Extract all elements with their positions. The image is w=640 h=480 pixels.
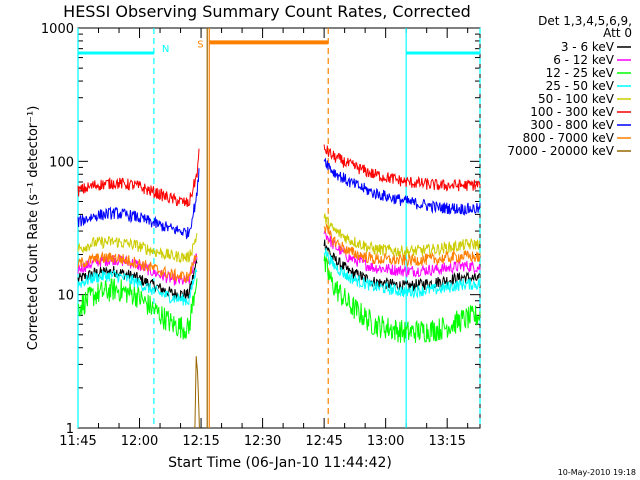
y-axis-ticks: 1 10 100 1000 (41, 22, 480, 437)
legend-header-line-2: Att 0 (603, 26, 632, 40)
series-3 (77, 247, 481, 306)
x-tick-label: 13:15 (428, 434, 465, 449)
x-axis-label: Start Time (06-Jan-10 11:44:42) (168, 455, 392, 471)
series-4 (77, 213, 481, 264)
legend-header-line-1: Det 1,3,4,5,6,9, (538, 14, 632, 28)
x-tick-label: 12:00 (121, 434, 158, 449)
series-line (323, 230, 481, 278)
footer-timestamp: 10-May-2010 19:18 (558, 468, 636, 477)
x-tick-label: 11:45 (59, 434, 96, 449)
series-2 (77, 254, 481, 343)
y-axis-label: Corrected Count Rate (s⁻¹ detector⁻¹) (26, 106, 41, 351)
annotation-label-saa: S (197, 39, 203, 50)
y-tick-label: 1 (66, 422, 74, 437)
legend-label: 3 - 6 keV (561, 40, 615, 54)
chart-title: HESSI Observing Summary Count Rates, Cor… (63, 2, 471, 21)
annotation-label-night: N (162, 44, 169, 55)
interval-markers (77, 28, 481, 428)
series-line (77, 250, 198, 283)
series-line (323, 247, 481, 299)
series-line (323, 144, 481, 192)
series-line (77, 233, 198, 264)
legend-label: 100 - 300 keV (530, 105, 614, 119)
legend-label: 25 - 50 keV (546, 79, 615, 93)
legend-label: 50 - 100 keV (538, 92, 615, 106)
legend-label: 300 - 800 keV (530, 118, 614, 132)
series-line (77, 278, 198, 340)
x-tick-label: 12:30 (244, 434, 281, 449)
series-line (323, 213, 481, 259)
series-line (77, 168, 200, 240)
series-5 (77, 144, 481, 208)
y-tick-label: 100 (49, 155, 74, 170)
legend-label: 6 - 12 keV (553, 53, 615, 67)
series-line (77, 148, 200, 208)
y-tick-label: 1000 (41, 22, 74, 37)
y-minor-ticks (78, 33, 480, 389)
series-line (194, 356, 200, 429)
series-6 (77, 157, 481, 240)
x-axis-ticks: 11:45 12:00 12:15 12:30 12:45 13:00 13:15 (59, 28, 469, 449)
legend-label: 12 - 25 keV (546, 66, 615, 80)
x-tick-label: 12:45 (305, 434, 342, 449)
series-line (77, 268, 198, 306)
series-line (323, 157, 481, 216)
series-layer (77, 144, 481, 429)
legend-label: 800 - 7000 keV (523, 131, 615, 145)
y-tick-label: 10 (57, 289, 74, 304)
x-tick-label: 12:15 (182, 434, 219, 449)
series-7 (77, 223, 481, 283)
legend-label: 7000 - 20000 keV (507, 144, 614, 158)
series-line (323, 254, 481, 343)
x-tick-label: 13:00 (367, 434, 404, 449)
series-8 (194, 356, 200, 429)
series-line (323, 223, 481, 268)
